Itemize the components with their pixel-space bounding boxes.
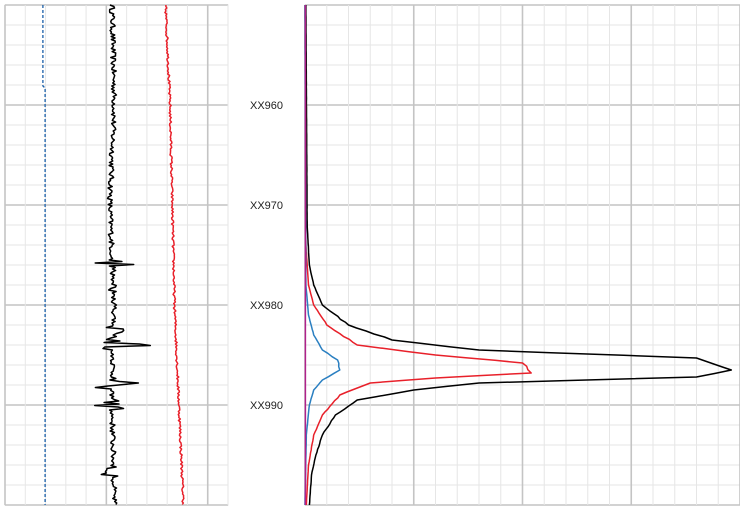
depth-tick-label: XX970 <box>250 200 283 212</box>
depth-labels: XX960 XX970 XX980 XX990 <box>250 100 283 412</box>
left-track-curves <box>42 4 185 505</box>
depth-tick-label: XX990 <box>250 400 283 412</box>
log-curve-series <box>305 5 733 506</box>
log-curve-series <box>304 5 341 506</box>
left-track-grid <box>4 4 229 506</box>
right-track-curves <box>304 5 733 506</box>
log-curve-series <box>93 4 152 505</box>
log-curve-series <box>42 5 46 505</box>
log-curve-series <box>304 5 532 506</box>
depth-tick-label: XX960 <box>250 100 283 112</box>
track-frame <box>4 4 229 506</box>
log-curve-series <box>164 5 185 505</box>
right-track-grid <box>304 4 740 506</box>
depth-tick-label: XX980 <box>250 300 283 312</box>
